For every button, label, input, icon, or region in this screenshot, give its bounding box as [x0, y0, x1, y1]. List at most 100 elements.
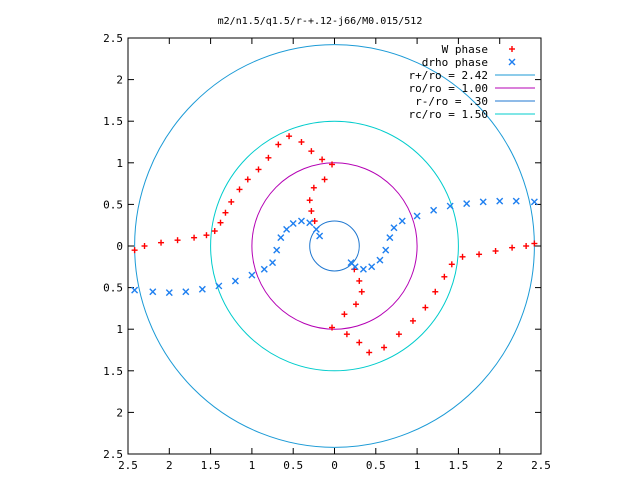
- y-tick-label: 1: [116, 157, 123, 170]
- drho-phase-point: [398, 217, 406, 225]
- ring-0-3: [309, 220, 360, 272]
- w-phase-point: [441, 273, 448, 280]
- w-phase-point: [341, 311, 348, 318]
- drho-phase-point: [368, 263, 376, 271]
- y-tick-label: 1.5: [103, 115, 123, 128]
- drho-phase-point: [496, 197, 504, 205]
- w-phase-point: [217, 219, 224, 226]
- drho-phase-point: [413, 212, 421, 220]
- drho-phase-point: [198, 285, 206, 293]
- drho-phase-point: [359, 265, 367, 273]
- drho-phase-point: [231, 277, 239, 285]
- legend-label: rc/ro = 1.50: [409, 108, 488, 121]
- w-phase-point: [298, 139, 305, 145]
- y-tick-label: 2: [116, 74, 123, 87]
- y-tick-label: 2: [116, 406, 123, 419]
- w-phase-point: [308, 148, 315, 155]
- x-tick-label: 2.5: [118, 459, 138, 472]
- legend-label: r-/ro = .30: [415, 95, 488, 108]
- w-phase-point: [409, 317, 416, 324]
- w-phase-point: [358, 288, 365, 295]
- w-phase-point: [255, 166, 262, 173]
- w-phase-point: [310, 184, 317, 191]
- w-phase-point: [141, 243, 148, 249]
- drho-phase-point: [351, 263, 359, 271]
- legend-label: r+/ro = 2.42: [409, 69, 488, 82]
- w-phase-point: [131, 247, 138, 254]
- drho-phase-point: [149, 288, 157, 296]
- y-tick-label: 1: [116, 323, 123, 336]
- w-phase-point: [509, 244, 516, 251]
- drho-phase-point: [530, 198, 538, 206]
- w-phase-point: [203, 232, 210, 239]
- w-phase-point: [158, 239, 165, 246]
- y-tick-label: 2.5: [103, 448, 123, 461]
- drho-phase-point: [390, 224, 398, 232]
- chart-title: m2/n1.5/q1.5/r-+.12-j66/M0.015/512: [218, 16, 423, 27]
- w-phase-point: [329, 324, 336, 331]
- x-tick-label: 1: [414, 459, 421, 472]
- x-tick-label: 1.5: [448, 459, 468, 472]
- drho-phase-point: [215, 282, 223, 290]
- w-phase-point: [523, 243, 530, 249]
- y-tick-label: 0: [116, 240, 123, 253]
- w-phase-point: [381, 344, 388, 351]
- legend-label: ro/ro = 1.00: [409, 82, 488, 95]
- w-phase-point: [356, 339, 363, 346]
- w-phase-point: [395, 331, 402, 338]
- x-tick-label: 0.5: [366, 459, 386, 472]
- x-tick-label: 1.5: [201, 459, 221, 472]
- drho-phase-point: [479, 198, 487, 206]
- drho-phase-point: [269, 259, 277, 267]
- w-phase-point: [476, 251, 483, 258]
- points-layer: [131, 133, 538, 356]
- w-phase-point: [191, 234, 198, 241]
- ring-1: [251, 162, 418, 330]
- w-phase-point: [286, 133, 293, 140]
- w-phase-point: [366, 349, 373, 356]
- y-tick-label: 2.5: [103, 32, 123, 45]
- w-phase-point: [531, 240, 538, 247]
- drho-phase-point: [430, 206, 438, 214]
- drho-phase-point: [273, 246, 281, 254]
- x-tick-label: 1: [249, 459, 256, 472]
- w-phase-point: [343, 331, 350, 338]
- plot-axes: 2.5 2 1.5 1 0.5 0 0.5 1 1.5 2 2.52.521.510.500.511…: [103, 32, 551, 472]
- drho-phase-point: [283, 225, 291, 233]
- drho-phase-point: [260, 265, 268, 273]
- drho-phase-point: [463, 200, 471, 208]
- w-phase-point: [174, 237, 181, 244]
- drho-phase-point: [376, 256, 384, 264]
- drho-phase-point: [289, 220, 297, 228]
- w-phase-point: [432, 288, 439, 295]
- x-tick-label: 2.5: [531, 459, 551, 472]
- w-phase-point: [275, 141, 282, 148]
- w-phase-point: [265, 154, 272, 161]
- drho-phase-point: [306, 219, 314, 227]
- w-phase-point: [211, 228, 218, 235]
- ring-1-5: [210, 120, 459, 372]
- w-phase-point: [448, 261, 455, 268]
- drho-phase-point: [508, 58, 516, 66]
- w-phase-point: [244, 176, 251, 183]
- drho-phase-point: [165, 289, 173, 297]
- drho-phase-point: [382, 246, 390, 254]
- drho-phase-point: [277, 234, 285, 242]
- drho-phase-point: [131, 286, 139, 294]
- w-phase-point: [422, 304, 429, 311]
- drho-phase-point: [312, 225, 320, 233]
- w-phase-point: [319, 156, 326, 163]
- w-phase-point: [329, 161, 336, 168]
- drho-phase-point: [386, 234, 394, 242]
- w-phase-point: [311, 218, 318, 225]
- drho-phase-point: [248, 271, 256, 279]
- legend-label: drho phase: [422, 56, 488, 69]
- w-phase-point: [321, 176, 328, 183]
- x-tick-label: 0.5: [283, 459, 303, 472]
- drho-phase-point: [446, 202, 454, 210]
- w-phase-point: [306, 197, 313, 204]
- y-tick-label: 0.5: [103, 198, 123, 211]
- w-phase-point: [352, 301, 359, 308]
